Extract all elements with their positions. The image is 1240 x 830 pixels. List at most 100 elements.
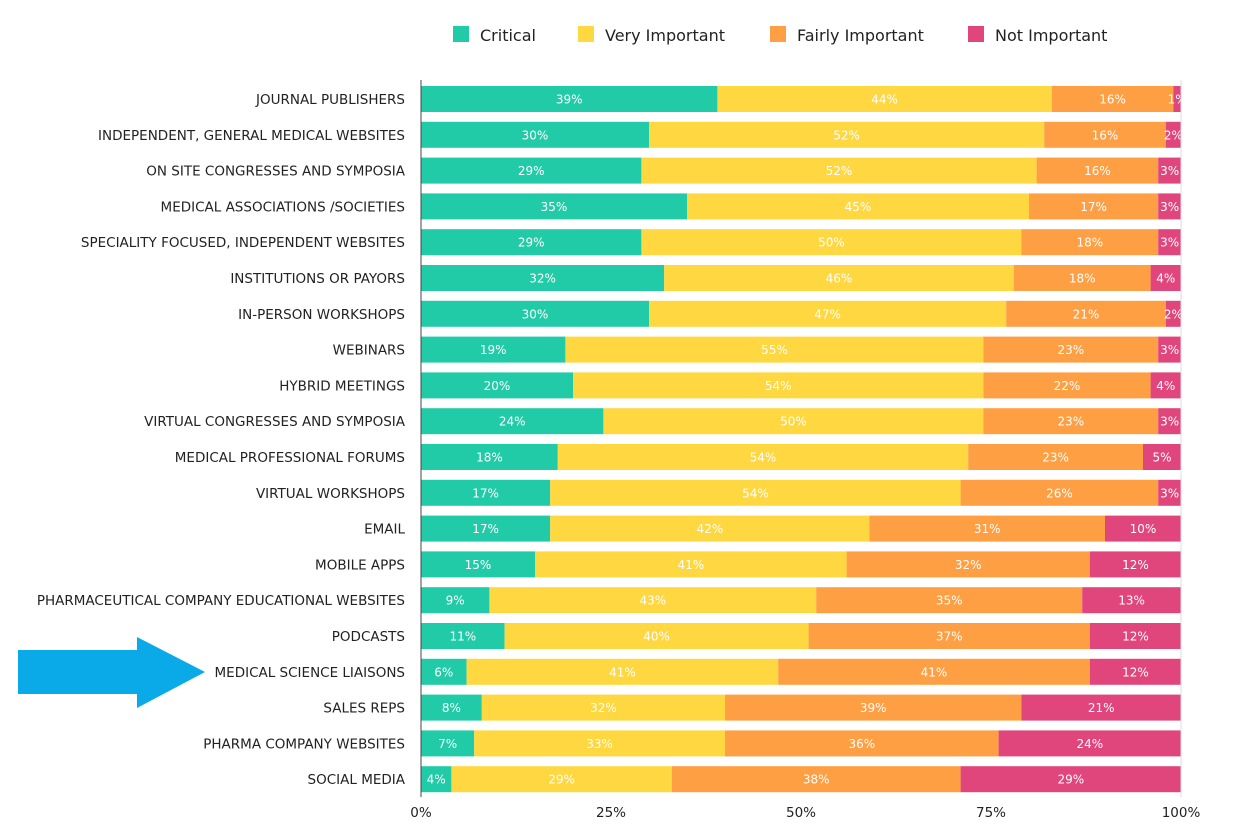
data-label: 41%: [609, 665, 636, 679]
legend-swatch: [453, 26, 469, 42]
category-label: MEDICAL SCIENCE LIAISONS: [215, 665, 405, 681]
bar-segment-very-important: [664, 265, 1014, 291]
bar-segment-not-important: [1158, 336, 1181, 363]
data-label: 35%: [936, 594, 963, 608]
bar-segment-critical: [421, 694, 482, 721]
bar-segment-not-important: [1165, 300, 1181, 327]
data-label: 8%: [442, 701, 461, 715]
data-label: 44%: [871, 93, 898, 107]
bar-segment-fairly-important: [778, 658, 1090, 685]
data-label: 3%: [1160, 164, 1179, 178]
bar-segment-critical: [421, 157, 642, 184]
data-label: 2%: [1164, 128, 1183, 142]
data-label: 42%: [696, 522, 723, 536]
x-tick-label: 50%: [786, 805, 816, 821]
bar-segment-very-important: [504, 623, 809, 649]
category-label: SALES REPS: [323, 701, 405, 717]
bar-segment-not-important: [1173, 86, 1181, 112]
data-label: 11%: [449, 630, 476, 644]
data-label: 29%: [518, 236, 545, 250]
bar-segment-critical: [421, 479, 551, 506]
bar-segment-not-important: [1089, 551, 1181, 578]
data-label: 22%: [1054, 379, 1081, 393]
data-label: 16%: [1099, 93, 1126, 107]
data-label: 41%: [921, 665, 948, 679]
bar-segment-critical: [421, 336, 566, 363]
bar-segment-not-important: [1158, 193, 1181, 220]
bar-segment-not-important: [1165, 121, 1181, 148]
bar-segment-fairly-important: [1021, 229, 1159, 256]
data-label: 46%: [826, 272, 853, 286]
data-label: 19%: [480, 343, 507, 357]
x-tick-label: 75%: [976, 805, 1006, 821]
data-label: 18%: [1076, 236, 1103, 250]
data-label: 29%: [518, 164, 545, 178]
data-label: 4%: [1156, 379, 1175, 393]
bar-segment-very-important: [466, 658, 779, 685]
legend-swatch: [578, 26, 594, 42]
legend-label: Critical: [480, 26, 536, 45]
bar-segment-critical: [421, 300, 649, 327]
bar-segment-very-important: [649, 300, 1007, 327]
data-label: 33%: [586, 737, 613, 751]
data-label: 2%: [1164, 307, 1183, 321]
bar-segment-critical: [421, 86, 718, 112]
data-label: 9%: [446, 594, 465, 608]
data-label: 36%: [848, 737, 875, 751]
highlight-arrow: [18, 637, 205, 708]
category-label: MEDICAL PROFESSIONAL FORUMS: [175, 450, 405, 466]
data-label: 12%: [1122, 558, 1149, 572]
data-label: 55%: [761, 343, 788, 357]
data-label: 24%: [499, 415, 526, 429]
bar-segment-critical: [421, 766, 452, 793]
data-label: 23%: [1057, 343, 1084, 357]
bar-segment-not-important: [1150, 372, 1181, 399]
bar-segment-fairly-important: [725, 730, 999, 757]
data-label: 30%: [522, 128, 549, 142]
legend-swatch: [968, 26, 984, 42]
bar-segment-very-important: [481, 694, 725, 721]
bar-segment-not-important: [1150, 265, 1181, 291]
bar-segment-not-important: [1158, 479, 1181, 506]
bar-segment-fairly-important: [869, 515, 1105, 542]
bar-segment-fairly-important: [808, 623, 1090, 649]
data-label: 16%: [1084, 164, 1111, 178]
category-label: INSTITUTIONS OR PAYORS: [230, 271, 405, 287]
data-label: 38%: [803, 773, 830, 787]
legend-label: Fairly Important: [797, 26, 924, 45]
bar-segment-not-important: [1021, 694, 1181, 721]
bar-segment-very-important: [573, 372, 984, 399]
data-label: 16%: [1092, 128, 1119, 142]
data-label: 52%: [833, 128, 860, 142]
data-label: 4%: [1156, 272, 1175, 286]
category-label: HYBRID MEETINGS: [279, 378, 405, 394]
bar-segment-fairly-important: [816, 587, 1083, 614]
bar-segment-critical: [421, 444, 558, 470]
data-label: 17%: [472, 522, 499, 536]
legend-swatch: [770, 26, 786, 42]
bar-segment-fairly-important: [1013, 265, 1151, 291]
data-label: 23%: [1057, 415, 1084, 429]
bar-segment-not-important: [1158, 408, 1181, 435]
category-label: PODCASTS: [332, 629, 405, 645]
bar-segment-not-important: [1143, 444, 1181, 470]
bar-segment-fairly-important: [671, 766, 961, 793]
x-tick-label: 0%: [410, 805, 432, 821]
data-label: 40%: [643, 630, 670, 644]
data-label: 50%: [780, 415, 807, 429]
bar-segment-not-important: [1082, 587, 1181, 614]
bar-segment-fairly-important: [846, 551, 1090, 578]
bar-segment-fairly-important: [1036, 157, 1159, 184]
bar-segment-critical: [421, 193, 687, 220]
data-label: 39%: [556, 93, 583, 107]
bar-segment-not-important: [1158, 229, 1181, 256]
data-label: 3%: [1160, 415, 1179, 429]
bar-segment-critical: [421, 730, 475, 757]
data-label: 29%: [548, 773, 575, 787]
data-label: 21%: [1073, 307, 1100, 321]
data-label: 35%: [541, 200, 568, 214]
bar-segment-very-important: [451, 766, 672, 793]
data-label: 20%: [484, 379, 511, 393]
bar-segment-critical: [421, 121, 649, 148]
legend: Critical Very Important Fairly Important No…: [453, 26, 1107, 45]
